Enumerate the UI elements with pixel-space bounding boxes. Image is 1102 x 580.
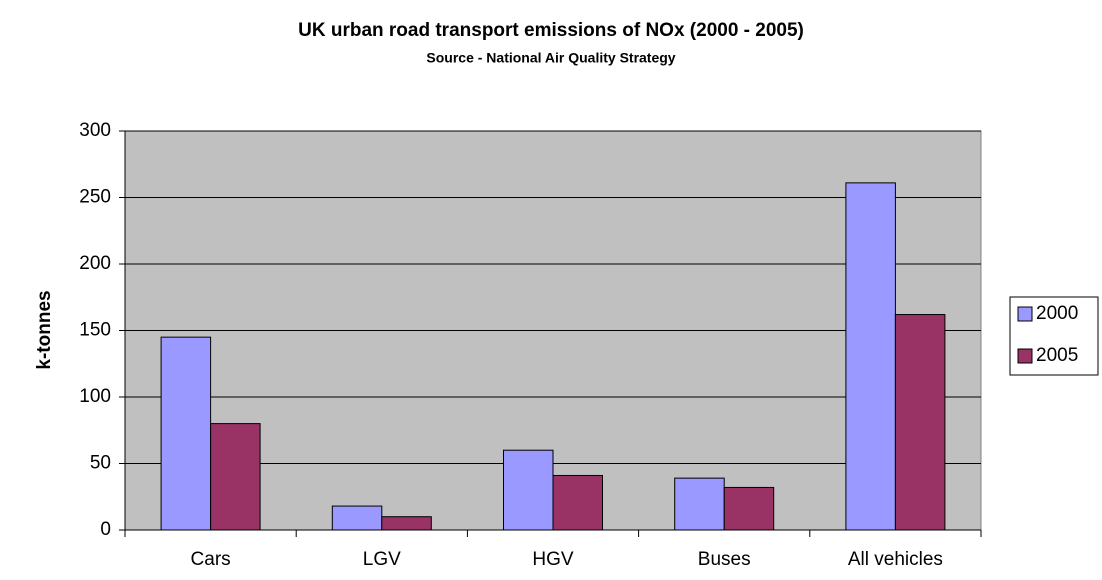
y-tick-label: 300 xyxy=(79,120,111,141)
y-axis-label: k-tonnes xyxy=(34,290,55,369)
legend-label: 2000 xyxy=(1036,303,1078,324)
bar xyxy=(723,486,775,531)
x-tick-label: HGV xyxy=(532,549,574,570)
x-tick-label: All vehicles xyxy=(848,549,943,570)
legend-swatch xyxy=(1017,348,1033,364)
y-tick-label: 250 xyxy=(79,187,111,208)
bar xyxy=(381,516,432,531)
bar xyxy=(160,336,212,531)
y-tick-label: 100 xyxy=(79,386,111,407)
x-tick-label: Buses xyxy=(698,549,751,570)
chart-title: UK urban road transport emissions of NOx… xyxy=(298,20,804,41)
x-tick-label: LGV xyxy=(363,549,401,570)
y-tick-label: 200 xyxy=(79,253,111,274)
y-tick-label: 150 xyxy=(79,320,111,341)
bar xyxy=(503,449,554,531)
y-tick-label: 50 xyxy=(90,453,111,474)
x-tick-label: Cars xyxy=(191,549,231,570)
bar xyxy=(331,505,383,531)
bar xyxy=(674,477,725,531)
bar xyxy=(894,314,946,531)
chart-subtitle: Source - National Air Quality Strategy xyxy=(426,50,675,66)
legend-label: 2005 xyxy=(1036,345,1078,366)
bar xyxy=(845,182,896,531)
bar xyxy=(210,423,261,531)
bar xyxy=(552,474,603,531)
y-tick-label: 0 xyxy=(100,519,111,540)
legend-swatch xyxy=(1017,306,1033,322)
